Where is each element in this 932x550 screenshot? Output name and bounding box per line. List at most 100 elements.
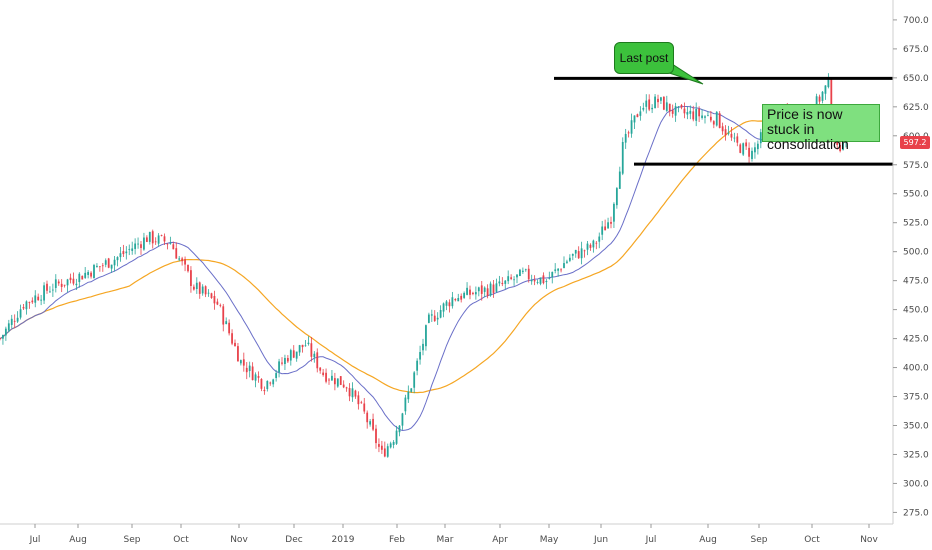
candle-body <box>257 376 260 378</box>
candle-body <box>266 380 269 390</box>
candle-body <box>660 97 662 101</box>
candle-body <box>128 248 131 250</box>
candle-body <box>736 136 739 143</box>
candle-body <box>342 384 345 388</box>
candle-body <box>339 376 342 385</box>
candle-body <box>16 317 19 322</box>
time-tick-label: Nov <box>230 535 248 545</box>
candle-body <box>322 372 325 376</box>
candle-body <box>13 320 16 322</box>
candle-body <box>748 147 750 157</box>
candle-body <box>466 287 468 295</box>
candle-body <box>601 226 604 235</box>
candle-body <box>539 277 542 284</box>
candle-body <box>727 132 730 134</box>
candle-body <box>204 286 207 295</box>
candle-body <box>307 342 310 344</box>
price-tick-label: 275.0 <box>903 508 929 518</box>
candle-body <box>369 421 372 425</box>
candle-body <box>84 272 87 278</box>
price-tick-label: 325.0 <box>903 450 929 460</box>
candle-body <box>157 235 160 244</box>
candle-body <box>96 265 98 267</box>
candle-body <box>668 103 671 112</box>
candle-body <box>210 293 213 298</box>
candle-body <box>401 413 404 426</box>
candle-body <box>251 366 254 381</box>
time-tick-label: Oct <box>804 535 820 545</box>
candle-body <box>568 257 571 261</box>
candle-body <box>598 236 601 242</box>
candle-body <box>665 102 668 111</box>
price-tick-label: 550.0 <box>903 190 929 200</box>
candle-body <box>116 257 119 261</box>
candle-body <box>254 374 257 381</box>
candle-body <box>392 441 395 445</box>
candle-body <box>101 265 104 267</box>
candle-body <box>701 115 703 118</box>
candle-body <box>463 292 466 298</box>
price-tick-label: 625.0 <box>903 103 929 113</box>
candle-body <box>69 277 72 281</box>
time-tick-label: Feb <box>389 535 405 545</box>
candle-body <box>516 274 518 278</box>
candle-body <box>530 280 533 282</box>
candle-body <box>231 333 233 344</box>
candle-body <box>839 145 842 152</box>
candle-body <box>43 285 45 301</box>
candle-body <box>486 288 489 296</box>
candle-body <box>125 251 128 254</box>
moving-average-slow <box>0 120 855 394</box>
candle-body <box>407 391 410 400</box>
time-axis[interactable]: Jul Aug Sep Oct Nov Dec 2019 Feb Mar Apr May Jun Jul… <box>0 523 893 545</box>
candle-body <box>521 270 524 272</box>
candle-body <box>469 289 471 295</box>
candle-body <box>378 444 380 447</box>
candle-body <box>304 345 307 347</box>
support-resistance-lines <box>554 76 893 166</box>
candle-body <box>195 282 198 289</box>
candle-body <box>34 295 37 303</box>
candle-body <box>234 342 236 347</box>
candlesticks <box>0 73 856 458</box>
candle-body <box>383 448 386 457</box>
candle-body <box>680 105 683 108</box>
candle-body <box>754 147 756 153</box>
candle-body <box>586 243 589 250</box>
price-tick-label: 650.0 <box>903 74 929 84</box>
candle-body <box>821 91 824 101</box>
candle-body <box>78 273 81 283</box>
candle-body <box>160 235 163 236</box>
candle-body <box>63 284 66 286</box>
candle-body <box>225 321 228 325</box>
candle-body <box>662 96 665 110</box>
price-tick-label: 525.0 <box>903 219 929 229</box>
candle-body <box>345 387 348 389</box>
candle-body <box>507 276 510 282</box>
price-tick-label: 400.0 <box>903 364 929 374</box>
candle-body <box>148 231 151 242</box>
candle-body <box>733 137 736 139</box>
candle-body <box>175 248 178 259</box>
candle-body <box>571 254 574 256</box>
candle-body <box>730 133 733 138</box>
candle-body <box>93 265 95 279</box>
candle-body <box>301 344 304 348</box>
candle-body <box>695 108 698 121</box>
candle-body <box>707 115 709 117</box>
candle-body <box>351 388 354 398</box>
candle-body <box>842 143 844 150</box>
candle-body <box>131 248 134 251</box>
candle-body <box>363 403 366 412</box>
candle-body <box>4 328 7 336</box>
candle-body <box>192 286 195 290</box>
candle-body <box>333 378 336 385</box>
candle-body <box>563 263 565 269</box>
candle-body <box>751 150 753 160</box>
price-axis[interactable]: 275.0 300.0 325.0 350.0 375.0 400.0 425.0 450.0… <box>892 0 929 524</box>
candle-body <box>46 283 48 291</box>
candle-body <box>316 352 319 369</box>
time-tick-label: Jun <box>593 535 608 545</box>
candle-body <box>260 378 263 389</box>
